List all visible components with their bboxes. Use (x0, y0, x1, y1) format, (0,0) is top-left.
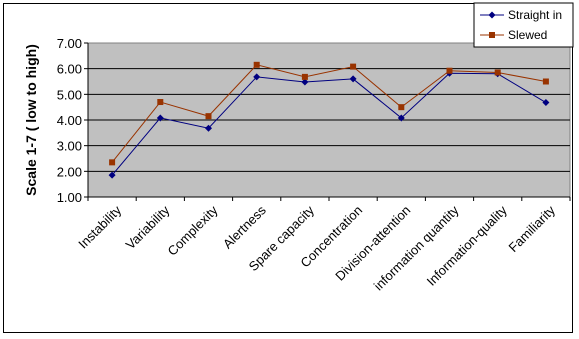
data-point (447, 68, 453, 74)
y-tick-label: 5.00 (57, 87, 82, 102)
data-point (495, 70, 501, 76)
legend-label: Slewed (508, 28, 547, 42)
data-point (109, 159, 115, 165)
y-tick-label: 6.00 (57, 62, 82, 77)
x-tick-label: Instability (75, 202, 124, 251)
data-point (302, 74, 308, 80)
y-tick-label: 7.00 (57, 36, 82, 51)
y-tick-label: 1.00 (57, 190, 82, 205)
data-point (157, 99, 163, 105)
y-tick-label: 3.00 (57, 139, 82, 154)
x-tick-label: information quantity (371, 202, 462, 293)
y-tick-label: 2.00 (57, 164, 82, 179)
data-point (350, 64, 356, 70)
x-tick-label: Familiarity (506, 202, 559, 255)
legend: Straight in Slewed (474, 3, 573, 47)
x-tick-label: Variability (123, 202, 173, 252)
legend-label: Straight in (508, 8, 562, 22)
data-point (206, 113, 212, 119)
x-tick-label: Alertness (220, 202, 269, 251)
data-point (398, 104, 404, 110)
legend-swatch-marker (489, 32, 495, 38)
x-tick-label: Information-quality (424, 202, 511, 289)
data-point (254, 62, 260, 68)
y-axis-label: Scale 1-7 ( low to high) (23, 44, 39, 196)
data-point (543, 79, 549, 85)
y-tick-label: 4.00 (57, 113, 82, 128)
x-tick-label: Complexity (165, 202, 221, 258)
